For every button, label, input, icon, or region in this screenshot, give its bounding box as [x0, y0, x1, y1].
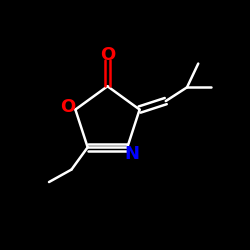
Text: N: N: [124, 145, 140, 163]
Text: O: O: [60, 98, 76, 116]
Text: O: O: [100, 46, 115, 64]
